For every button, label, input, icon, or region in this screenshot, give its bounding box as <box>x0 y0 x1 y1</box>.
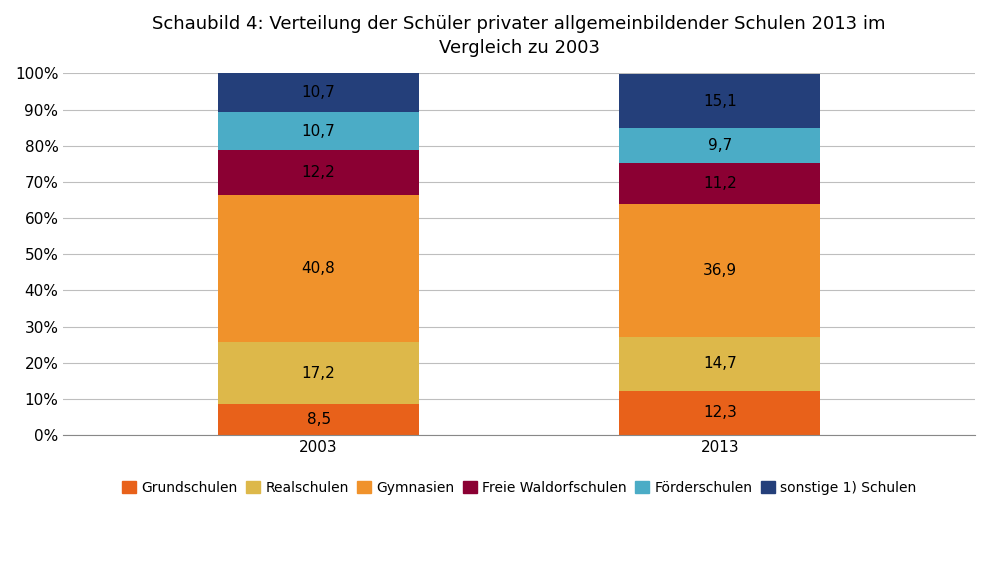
Text: 10,7: 10,7 <box>302 123 335 139</box>
Bar <box>619 337 819 391</box>
Bar <box>218 73 418 112</box>
Bar <box>619 128 819 163</box>
Bar <box>619 163 819 204</box>
Bar <box>218 342 418 404</box>
Bar <box>218 195 418 342</box>
Text: 36,9: 36,9 <box>702 263 736 278</box>
Title: Schaubild 4: Verteilung der Schüler privater allgemeinbildender Schulen 2013 im
: Schaubild 4: Verteilung der Schüler priv… <box>152 15 885 57</box>
Text: 14,7: 14,7 <box>702 356 736 372</box>
Bar <box>218 112 418 150</box>
Text: 15,1: 15,1 <box>702 94 736 108</box>
Bar <box>619 391 819 435</box>
Legend: Grundschulen, Realschulen, Gymnasien, Freie Waldorfschulen, Förderschulen, sonst: Grundschulen, Realschulen, Gymnasien, Fr… <box>116 475 922 500</box>
Text: 10,7: 10,7 <box>302 85 335 100</box>
Text: 12,3: 12,3 <box>702 405 736 420</box>
Bar <box>218 404 418 435</box>
Text: 11,2: 11,2 <box>702 176 736 191</box>
Text: 8,5: 8,5 <box>306 412 330 427</box>
Text: 40,8: 40,8 <box>302 261 335 276</box>
Text: 17,2: 17,2 <box>302 365 335 381</box>
Bar <box>619 204 819 337</box>
Text: 12,2: 12,2 <box>302 165 335 180</box>
Bar <box>619 74 819 128</box>
Text: 9,7: 9,7 <box>707 138 731 154</box>
Bar <box>218 150 418 195</box>
